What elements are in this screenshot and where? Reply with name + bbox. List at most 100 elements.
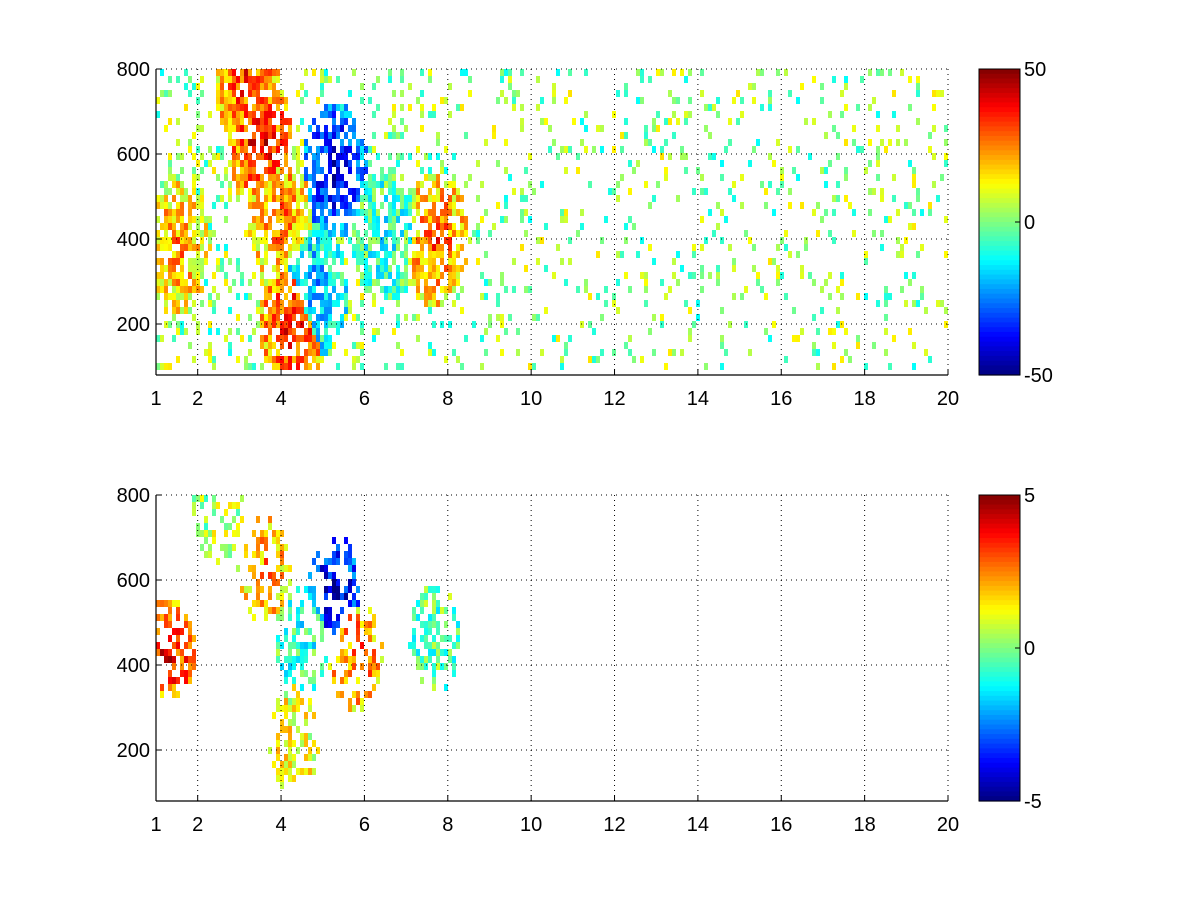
heat-cell (776, 272, 780, 279)
heat-cell (492, 125, 496, 132)
heat-cell (356, 628, 360, 635)
heat-cell (164, 90, 168, 97)
heat-cell (564, 349, 568, 356)
heat-cell (328, 167, 332, 174)
heat-cell (448, 209, 452, 216)
heat-cell (304, 293, 308, 300)
heat-cell (240, 160, 244, 167)
heat-cell (740, 293, 744, 300)
heat-cell (368, 244, 372, 251)
heat-cell (412, 642, 416, 649)
colorbar-segment (979, 777, 1020, 783)
colorbar-segment (979, 131, 1020, 137)
heat-cell (384, 195, 388, 202)
colorbar-segment (979, 102, 1020, 108)
heat-cell (428, 656, 432, 663)
y-tick-label: 400 (117, 655, 150, 677)
heat-cell (216, 195, 220, 202)
heat-cell (360, 139, 364, 146)
heat-cell (360, 174, 364, 181)
heat-cell (276, 244, 280, 251)
colorbar-segment (979, 657, 1020, 663)
heat-cell (212, 530, 216, 537)
heat-cell (236, 356, 240, 363)
colorbar-segment (979, 207, 1020, 214)
colorbar-segment (979, 533, 1020, 539)
heat-cell (512, 90, 516, 97)
heat-cell (160, 244, 164, 251)
heat-cell (368, 635, 372, 642)
heat-cell (544, 265, 548, 272)
heat-cell (284, 97, 288, 104)
heat-cell (396, 286, 400, 293)
heat-cell (416, 237, 420, 244)
heat-cell (372, 663, 376, 670)
heat-cell (272, 167, 276, 174)
heat-cell (728, 188, 732, 195)
heat-cell (424, 642, 428, 649)
heat-cell (396, 132, 400, 139)
heat-cell (188, 195, 192, 202)
heat-cell (280, 593, 284, 600)
heat-cell (328, 314, 332, 321)
heat-cell (332, 321, 336, 328)
heat-cell (284, 544, 288, 551)
heat-cell (212, 272, 216, 279)
heat-cell (504, 97, 508, 104)
heat-cell (256, 104, 260, 111)
heat-cell (284, 761, 288, 768)
heat-cell (356, 230, 360, 237)
heat-cell (180, 286, 184, 293)
heat-cell (448, 195, 452, 202)
heat-cell (452, 181, 456, 188)
heat-cell (292, 719, 296, 726)
heat-cell (176, 649, 180, 656)
heat-cell (388, 251, 392, 258)
heat-cell (376, 76, 380, 83)
heat-cell (172, 174, 176, 181)
heat-cell (676, 251, 680, 258)
heat-cell (176, 600, 180, 607)
heat-cell (200, 230, 204, 237)
heat-cell (308, 586, 312, 593)
heat-cell (508, 314, 512, 321)
heat-cell (268, 314, 272, 321)
heat-cell (356, 342, 360, 349)
colorbar-segment (979, 178, 1020, 185)
heat-cell (320, 230, 324, 237)
heat-cell (276, 167, 280, 174)
heat-cell (328, 139, 332, 146)
heat-cell (440, 286, 444, 293)
heat-cell (904, 237, 908, 244)
heat-cell (260, 272, 264, 279)
heat-cell (300, 663, 304, 670)
heat-cell (500, 69, 504, 76)
heat-cell (288, 195, 292, 202)
colorbar-segment (979, 202, 1020, 209)
heat-cell (428, 349, 432, 356)
heat-cell (168, 272, 172, 279)
heat-cell (380, 202, 384, 209)
heat-cell (272, 712, 276, 719)
heat-cell (680, 146, 684, 153)
heat-cell (412, 607, 416, 614)
heat-cell (876, 153, 880, 160)
heat-cell (268, 586, 272, 593)
heat-cell (520, 188, 524, 195)
heat-cell (272, 90, 276, 97)
heat-cell (312, 69, 316, 76)
heat-cell (864, 167, 868, 174)
heat-cell (292, 642, 296, 649)
heat-cell (564, 97, 568, 104)
heat-cell (860, 146, 864, 153)
heat-cell (312, 356, 316, 363)
heat-cell (232, 69, 236, 76)
heat-cell (344, 209, 348, 216)
colorbar-segment (979, 528, 1020, 534)
heat-cell (428, 628, 432, 635)
heat-cell (800, 83, 804, 90)
heat-cell (308, 628, 312, 635)
heat-cell (300, 607, 304, 614)
heat-cell (636, 251, 640, 258)
heat-cell (324, 621, 328, 628)
